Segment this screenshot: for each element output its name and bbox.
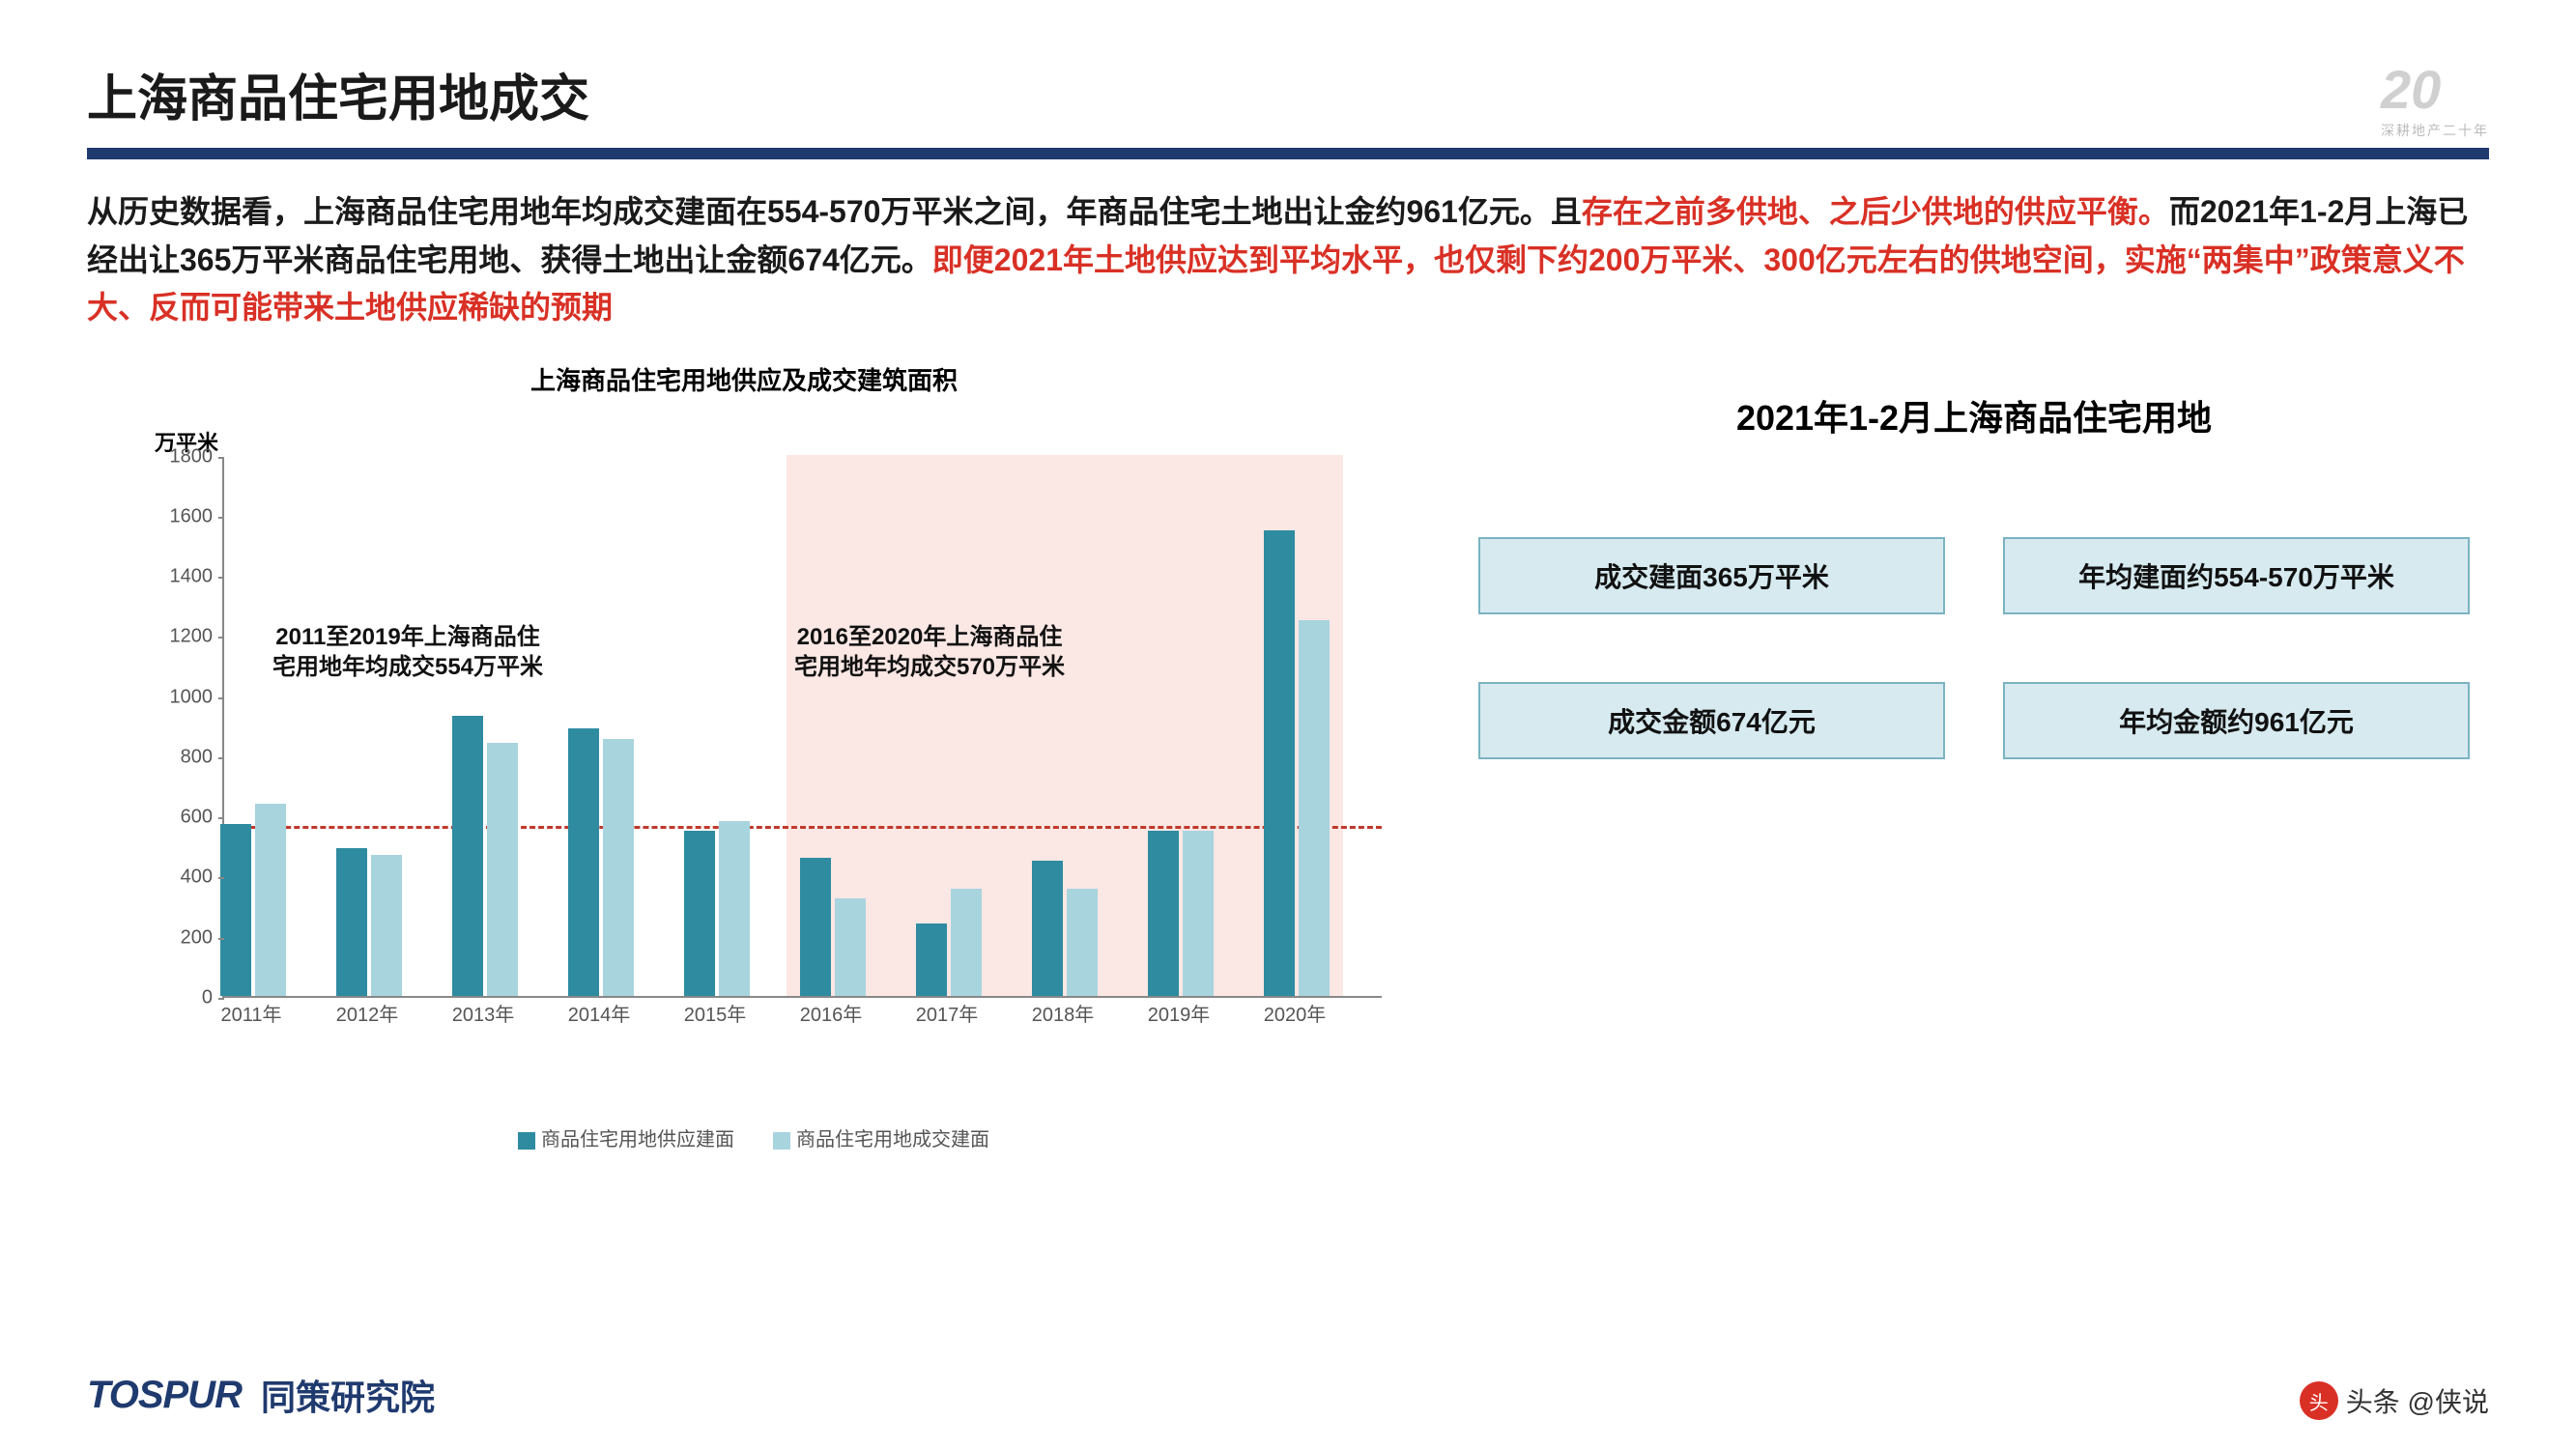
title-underline — [87, 148, 2489, 159]
info-grid: 成交建面365万平米年均建面约554-570万平米成交金额674亿元年均金额约9… — [1459, 537, 2489, 759]
legend-item: 商品住宅用地成交建面 — [796, 1129, 989, 1151]
bar-chart: 2011至2019年上海商品住宅用地年均成交554万平米 2016至2020年上海… — [145, 457, 1401, 1056]
x-tick: 2016年 — [800, 999, 863, 1027]
chart-legend: 商品住宅用地供应建面 商品住宅用地成交建面 — [145, 1123, 1401, 1151]
legend-item: 商品住宅用地供应建面 — [541, 1129, 734, 1151]
page-title: 上海商品住宅用地成交 — [87, 58, 2489, 130]
x-tick: 2020年 — [1264, 999, 1327, 1027]
bar — [1032, 861, 1063, 996]
y-tick: 800 — [145, 746, 213, 768]
description-text: 从历史数据看，上海商品住宅用地年均成交建面在554-570万平米之间，年商品住宅… — [87, 188, 2489, 332]
info-box: 年均金额约961亿元 — [2003, 682, 2470, 759]
credit-icon: 头 — [2300, 1381, 2338, 1420]
y-tick: 200 — [145, 926, 213, 949]
y-tick: 1200 — [145, 626, 213, 648]
bar — [1148, 831, 1179, 996]
x-tick: 2012年 — [336, 999, 399, 1027]
x-tick: 2011年 — [220, 999, 281, 1027]
bar — [371, 855, 402, 996]
x-tick: 2013年 — [452, 999, 515, 1027]
bar — [1264, 530, 1295, 996]
chart-annotation: 2016至2020年上海商品住宅用地年均成交570万平米 — [746, 622, 1113, 682]
bar — [800, 858, 831, 996]
bar — [719, 821, 750, 995]
top-logo-sub: 深耕地产二十年 — [2381, 121, 2489, 140]
x-tick: 2015年 — [684, 999, 747, 1027]
y-tick: 400 — [145, 867, 213, 889]
bar — [951, 889, 982, 995]
x-tick: 2014年 — [568, 999, 631, 1027]
bar — [1299, 620, 1330, 996]
bar — [603, 739, 634, 996]
info-box: 年均建面约554-570万平米 — [2003, 537, 2470, 614]
bar — [336, 848, 367, 995]
top-logo: 20 深耕地产二十年 — [2381, 58, 2489, 140]
y-axis-unit: 万平米 — [155, 426, 1401, 457]
bar — [1183, 831, 1214, 996]
y-tick: 1000 — [145, 686, 213, 708]
bar — [220, 824, 251, 995]
info-box: 成交金额674亿元 — [1478, 682, 1945, 759]
brand-logo: TOSPUR 同策研究院 — [87, 1370, 435, 1420]
bar — [916, 923, 947, 996]
y-tick: 0 — [145, 986, 213, 1009]
info-box: 成交建面365万平米 — [1478, 537, 1945, 614]
bar — [487, 743, 518, 995]
x-tick: 2017年 — [916, 999, 979, 1027]
right-panel-title: 2021年1-2月上海商品住宅用地 — [1459, 390, 2489, 440]
y-tick: 1400 — [145, 566, 213, 588]
bar — [684, 831, 715, 996]
brand-cn: 同策研究院 — [261, 1370, 435, 1420]
chart-annotation: 2011至2019年上海商品住宅用地年均成交554万平米 — [224, 622, 591, 682]
credit-text: 头 头条 @侠说 — [2300, 1381, 2489, 1420]
bar — [835, 898, 866, 996]
y-tick: 1600 — [145, 506, 213, 528]
y-tick: 1800 — [145, 445, 213, 468]
bar — [1067, 889, 1098, 995]
chart-title: 上海商品住宅用地供应及成交建筑面积 — [116, 361, 1372, 397]
bar — [452, 716, 483, 995]
x-tick: 2018年 — [1032, 999, 1095, 1027]
y-tick: 600 — [145, 807, 213, 829]
x-tick: 2019年 — [1148, 999, 1211, 1027]
bar — [568, 728, 599, 996]
bar — [255, 804, 286, 996]
